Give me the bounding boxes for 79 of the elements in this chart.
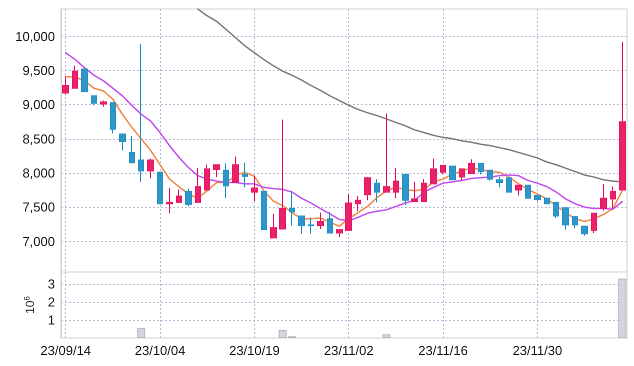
candlestick [251,175,258,202]
candlestick [364,176,371,201]
candlestick [185,188,192,207]
candlestick [506,177,512,193]
candlestick [544,198,550,204]
candlestick [562,207,569,230]
candlestick [157,172,163,204]
candlestick [525,184,531,199]
candlestick [204,164,210,191]
candlestick [147,158,154,179]
candlestick [327,211,333,234]
candlestick [478,162,484,175]
candlestick [383,113,390,193]
candlestick [279,119,286,230]
y-tick-label: 2 [48,294,55,310]
candlestick [119,134,126,151]
x-tick-label: 23/11/02 [324,343,374,358]
y-tick-label: 10,000 [15,28,55,44]
candlestick [345,194,352,231]
candlestick [72,65,78,89]
candlestick [232,156,239,184]
x-tick-label: 23/09/14 [40,343,92,358]
y-tick-label: 7,000 [22,234,55,249]
candlestick [619,41,626,191]
candlestick [289,190,295,226]
candlestick [138,43,144,182]
x-tick-label: 23/11/30 [512,343,562,358]
candlestick [402,174,409,206]
candlestick [440,164,446,175]
y-tick-label: 9,000 [22,97,55,112]
candlestick [411,181,418,202]
candlestick [91,95,97,106]
x-tick-label: 23/10/04 [134,343,186,358]
x-tick-label: 23/10/19 [229,343,280,358]
candlestick [213,164,220,178]
candlestick [62,76,69,95]
y-tick-label: 3 [48,276,55,292]
y-tick-label: 8,500 [22,131,55,146]
candlestick [393,168,399,199]
candlestick [110,102,116,134]
candlestick [261,190,267,230]
y-tick-label: 1 [48,312,55,328]
candlestick [610,186,616,210]
candlestick [81,68,88,92]
candlestick [270,213,277,238]
y-axis-title: 106 [22,296,37,314]
candlestick [308,216,314,234]
candlestick [374,178,380,203]
candlestick [459,168,465,181]
y-tick-label: 9,500 [22,62,55,78]
candlestick [100,100,107,108]
candlestick [129,136,135,164]
candlestick [496,176,503,188]
candlestick [468,158,475,174]
x-tick-label: 23/11/16 [418,343,468,358]
candlestick [336,229,343,238]
candlestick [355,196,361,212]
candlestick [166,187,173,214]
candlestick [223,162,229,199]
candlestick [487,170,493,181]
y-tick-label: 8,000 [22,165,55,180]
candlestick [449,166,456,180]
candlestick [553,202,559,219]
candlestick [242,162,248,188]
candlestick [317,212,324,230]
y-tick-label: 7,500 [22,200,55,215]
candlestick [600,183,607,212]
candlestick [572,216,578,229]
line-series [64,76,624,227]
candlestick [298,215,305,234]
line-series [64,52,624,222]
candlestick [430,158,437,184]
candlestick [591,212,597,234]
candlestick [195,168,201,203]
candlestick [515,184,522,196]
candlestick [581,226,588,236]
candlestick [176,188,182,203]
candlestick [421,178,427,202]
candlestick [534,194,541,202]
